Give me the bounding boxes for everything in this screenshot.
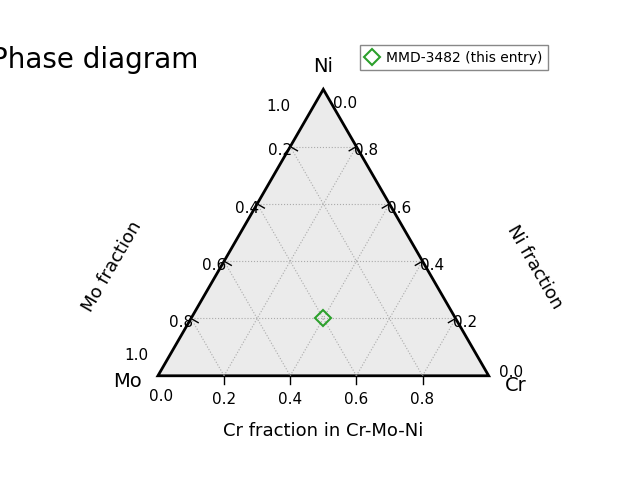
Text: 1.0: 1.0 <box>266 99 290 114</box>
Text: 0.8: 0.8 <box>410 392 435 408</box>
Text: 0.2: 0.2 <box>212 392 236 408</box>
Text: 0.0: 0.0 <box>149 389 173 404</box>
Text: 0.0: 0.0 <box>333 96 357 111</box>
Text: 1.0: 1.0 <box>124 348 148 362</box>
Polygon shape <box>158 89 489 376</box>
Text: Cr: Cr <box>505 376 527 395</box>
Text: 0.4: 0.4 <box>278 392 302 408</box>
Text: 0.0: 0.0 <box>499 365 523 380</box>
Text: 0.4: 0.4 <box>236 201 259 216</box>
Text: 0.8: 0.8 <box>354 143 378 158</box>
Legend: MMD-3482 (this entry): MMD-3482 (this entry) <box>360 45 548 71</box>
Text: Mo: Mo <box>113 372 141 392</box>
Text: Mo fraction: Mo fraction <box>79 218 145 315</box>
Text: 0.2: 0.2 <box>453 315 477 330</box>
Text: 0.8: 0.8 <box>169 315 193 330</box>
Text: Cr fraction in Cr-Mo-Ni: Cr fraction in Cr-Mo-Ni <box>223 422 424 440</box>
Text: 0.2: 0.2 <box>268 143 292 158</box>
Text: Phase diagram: Phase diagram <box>0 46 198 74</box>
Text: Ni fraction: Ni fraction <box>504 222 566 312</box>
Text: 0.6: 0.6 <box>344 392 369 408</box>
Text: Ni: Ni <box>314 57 333 76</box>
Text: 0.6: 0.6 <box>202 258 227 273</box>
Text: 0.6: 0.6 <box>387 201 412 216</box>
Text: 0.4: 0.4 <box>420 258 444 273</box>
